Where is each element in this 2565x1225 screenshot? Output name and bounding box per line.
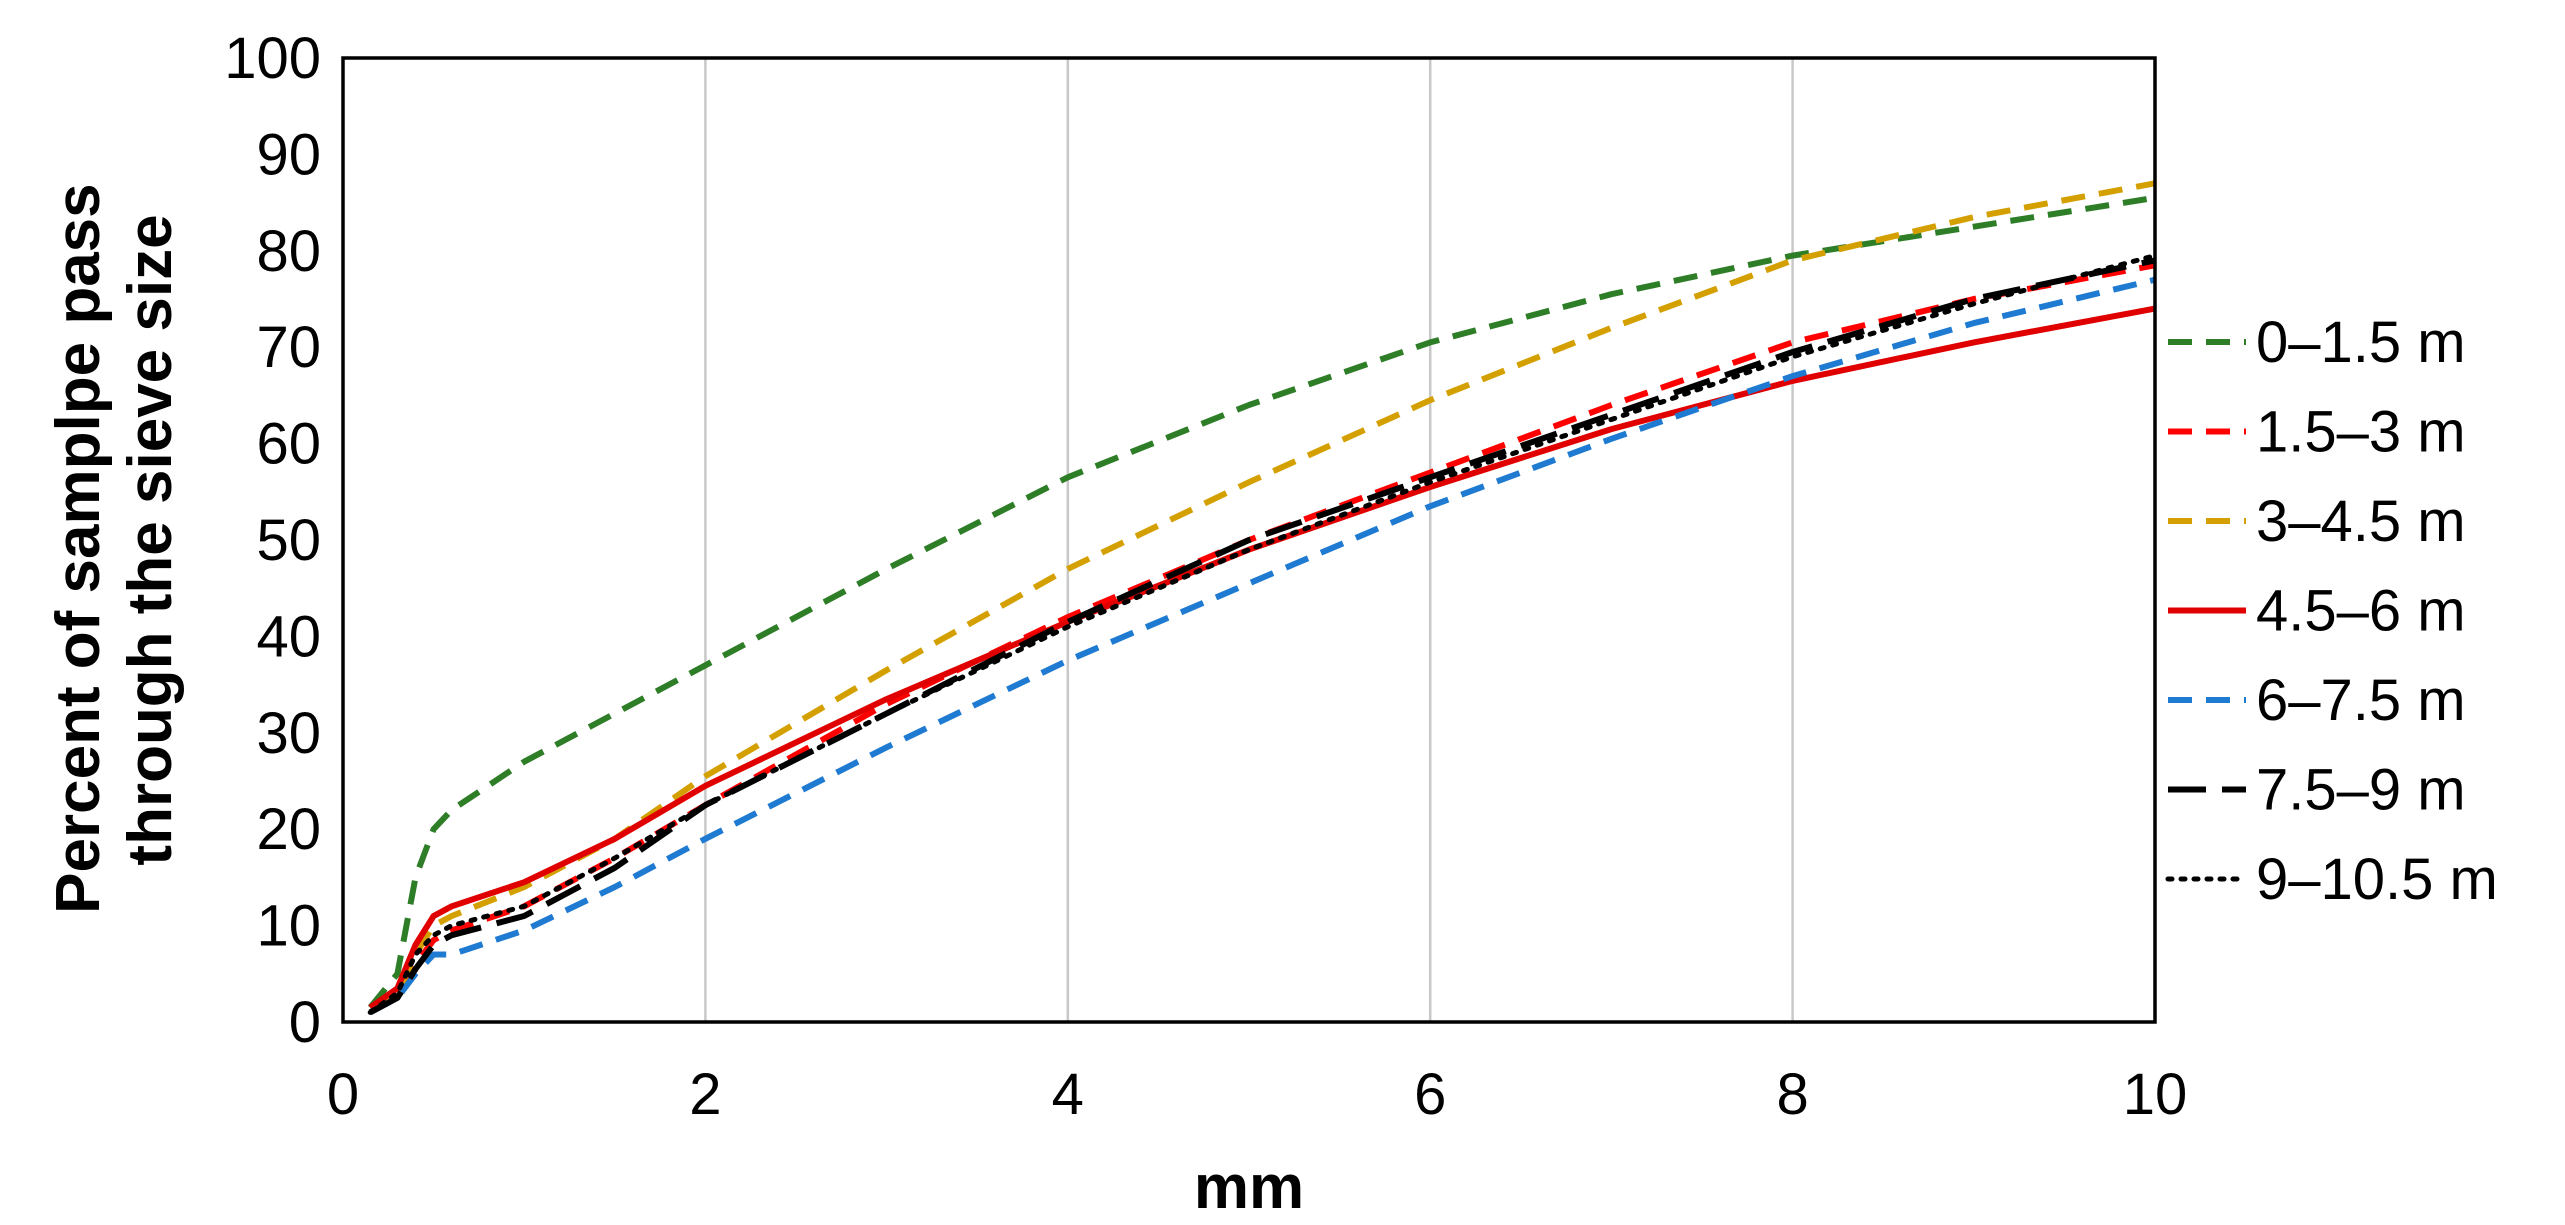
y-tick-label: 60 — [256, 412, 321, 477]
y-tick-label: 70 — [256, 315, 321, 380]
y-tick-label: 100 — [224, 26, 321, 91]
legend-label: 0–1.5 m — [2256, 310, 2466, 375]
x-tick-label: 8 — [1776, 1062, 1808, 1127]
legend-label: 6–7.5 m — [2256, 668, 2466, 733]
legend: 0–1.5 m 1.5–3 m 3–4.5 m 4.5–6 m 6–7.5 m 7.5–9… — [2165, 310, 2498, 912]
tick-labels: 0 10 20 30 40 50 60 70 80 90 100 0 2 4 6 8 10 — [224, 26, 2187, 1127]
series-line-6 — [367, 253, 2158, 1015]
series-line-5 — [368, 257, 2156, 1016]
legend-label: 4.5–6 m — [2256, 579, 2466, 644]
x-tick-label: 6 — [1414, 1062, 1446, 1127]
x-tick-label: 4 — [1052, 1062, 1084, 1127]
y-axis-title: Percent of samplpe pass through the siev… — [44, 166, 185, 914]
y-tick-label: 50 — [256, 508, 321, 573]
legend-label: 9–10.5 m — [2256, 847, 2498, 912]
legend-label: 1.5–3 m — [2256, 400, 2466, 465]
y-tick-label: 40 — [256, 604, 321, 669]
series-line-3 — [368, 305, 2156, 1010]
x-tick-label: 10 — [2123, 1062, 2188, 1127]
series-layer — [367, 180, 2158, 1016]
y-axis-title-line-2: through the sieve size — [116, 214, 185, 865]
y-tick-label: 10 — [256, 894, 321, 959]
legend-label: 7.5–9 m — [2256, 758, 2466, 823]
series-line-2 — [368, 180, 2156, 1011]
y-tick-label: 80 — [256, 219, 321, 284]
series-line-1 — [368, 262, 2156, 1011]
series-line-4 — [368, 276, 2156, 1016]
y-tick-label: 20 — [256, 797, 321, 862]
x-tick-label: 2 — [689, 1062, 721, 1127]
grid-layer — [704, 58, 1794, 1022]
y-tick-label: 30 — [256, 701, 321, 766]
legend-label: 3–4.5 m — [2256, 489, 2466, 554]
y-tick-label: 0 — [289, 990, 321, 1055]
x-tick-label: 0 — [327, 1062, 359, 1127]
plot-frame — [341, 56, 2157, 1024]
series-line-0 — [367, 194, 2156, 1010]
y-axis-title-line-1: Percent of samplpe pass — [44, 183, 113, 914]
y-tick-label: 90 — [256, 122, 321, 187]
x-axis-title: mm — [1194, 1153, 1304, 1220]
